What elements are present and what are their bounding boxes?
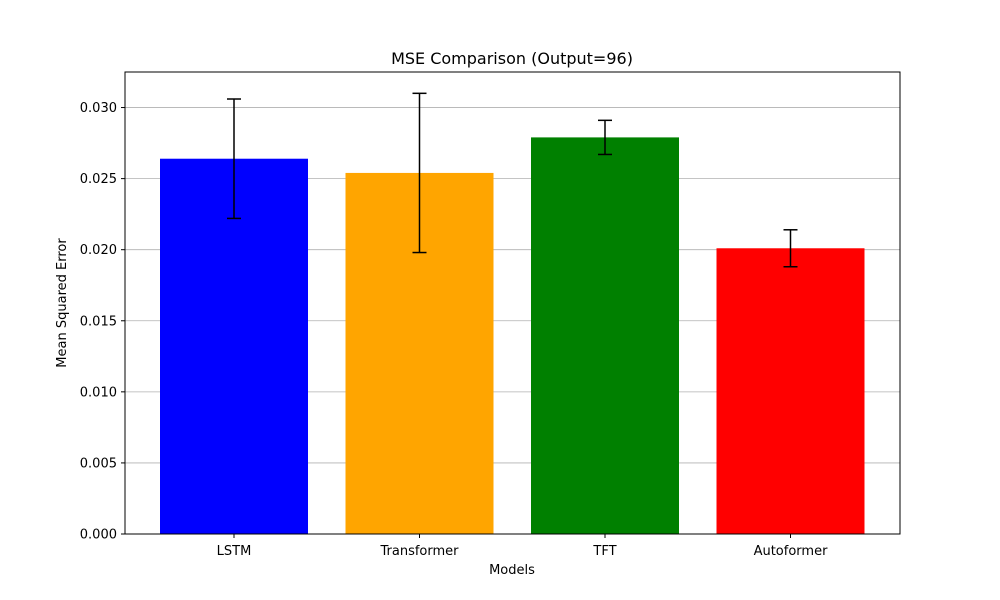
bar-autoformer	[716, 248, 865, 535]
x-tick-label: LSTM	[217, 544, 252, 559]
error-bars	[227, 92, 798, 268]
bars	[160, 137, 865, 535]
x-tick-label: Transformer	[379, 544, 459, 559]
y-tick-label: 0.000	[80, 528, 117, 543]
x-axis-label: Models	[489, 563, 535, 578]
bar-tft	[531, 137, 679, 535]
y-tick-label: 0.015	[80, 314, 117, 329]
y-tick-label: 0.010	[80, 385, 117, 400]
y-tick-label: 0.030	[80, 101, 117, 116]
x-tick-label: Autoformer	[754, 544, 828, 559]
y-tick-label: 0.005	[80, 456, 117, 471]
chart-title: MSE Comparison (Output=96)	[391, 49, 633, 68]
y-tick-label: 0.020	[80, 243, 117, 258]
x-tick-label: TFT	[592, 544, 616, 559]
plot-frame	[124, 71, 901, 535]
y-axis-ticks: 0.000 0.005 0.010 0.015 0.020 0.025 0.030	[80, 101, 125, 543]
bar-lstm	[160, 158, 308, 534]
y-axis-label: Mean Squared Error	[55, 238, 70, 368]
y-tick-label: 0.025	[80, 172, 117, 187]
x-axis-ticks: LSTM Transformer TFT Autoformer	[217, 534, 828, 559]
